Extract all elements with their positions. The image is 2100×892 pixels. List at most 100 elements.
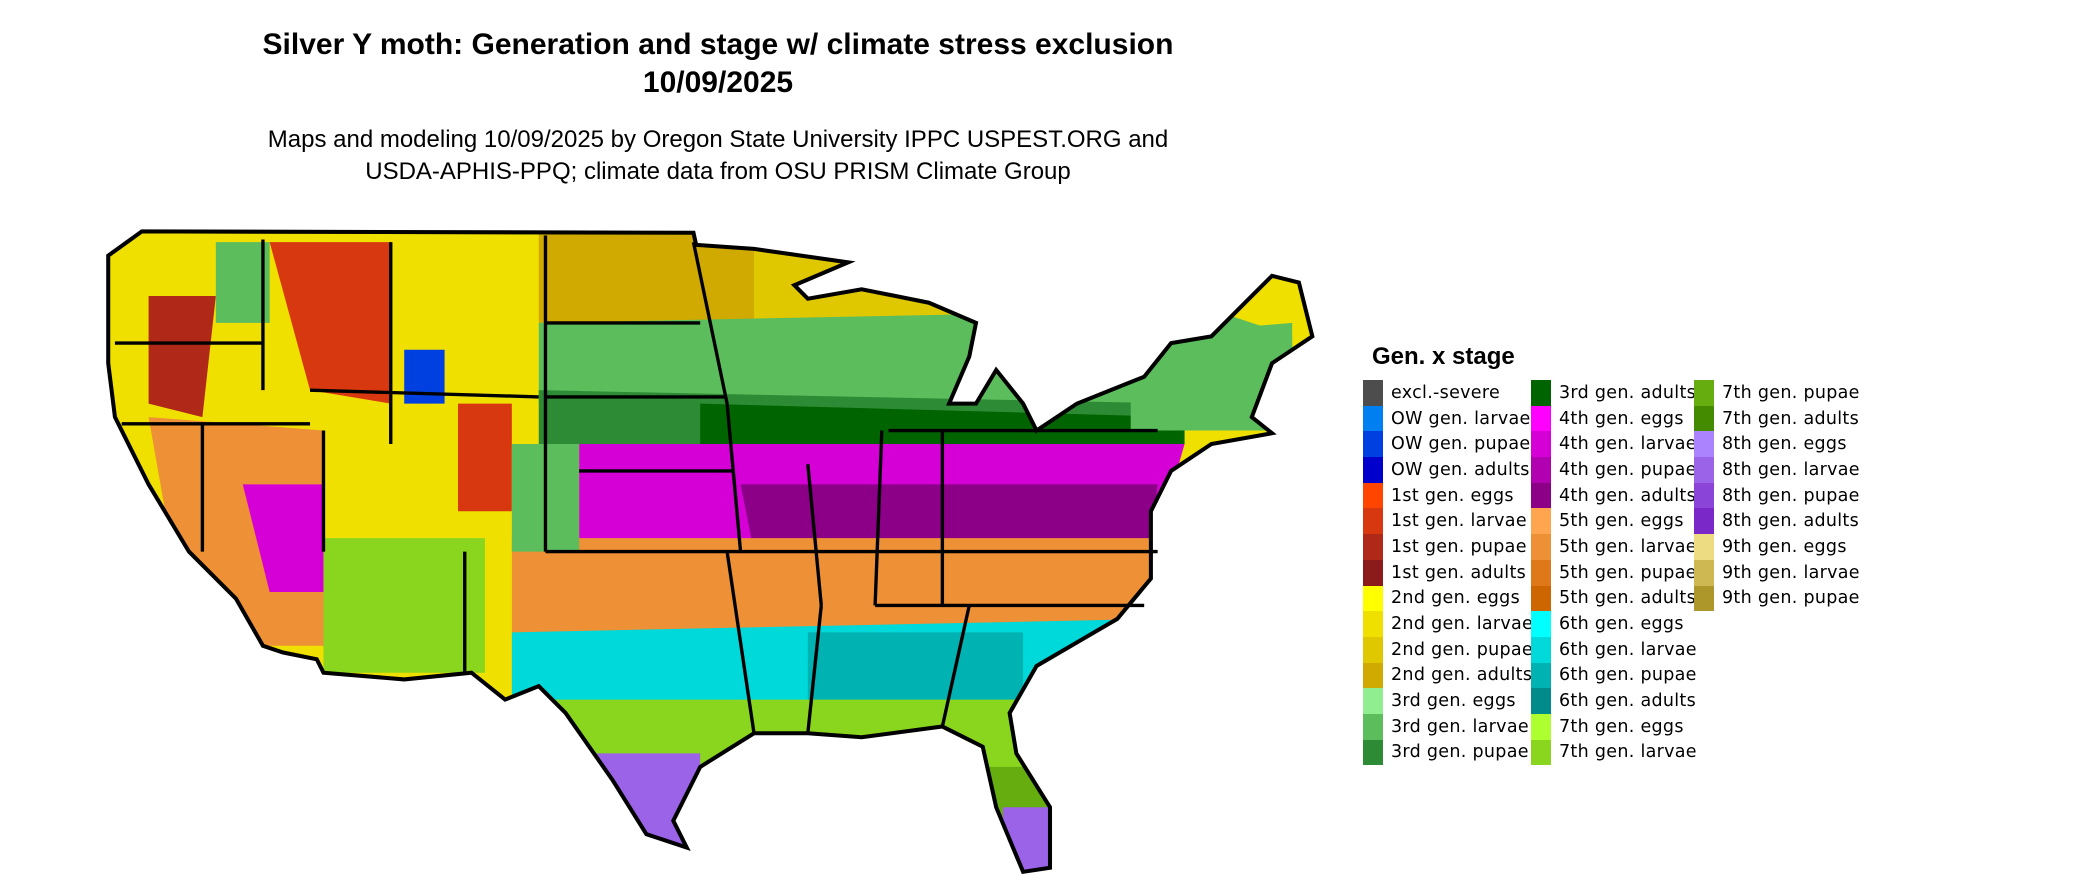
legend-swatch (1363, 662, 1383, 689)
legend-label: 9th gen. pupae (1722, 588, 1860, 609)
legend-label: 6th gen. pupae (1559, 665, 1697, 686)
legend-item: 6th gen. adults (1531, 688, 1697, 714)
legend-item: 3rd gen. eggs (1363, 688, 1533, 714)
legend-label: 3rd gen. pupae (1391, 742, 1529, 763)
map-title: Silver Y moth: Generation and stage w/ c… (0, 26, 1436, 102)
legend-item: 5th gen. eggs (1531, 508, 1697, 535)
legend-item: 4th gen. pupae (1531, 457, 1697, 483)
legend-item: 9th gen. pupae (1694, 585, 1860, 612)
legend-item: 5th gen. larvae (1531, 534, 1697, 560)
legend-swatch (1363, 380, 1383, 406)
legend-swatch (1363, 508, 1383, 535)
legend-label: 8th gen. pupae (1722, 485, 1860, 506)
legend-item: 3rd gen. pupae (1363, 739, 1533, 766)
legend-swatch (1531, 611, 1551, 637)
legend-item: 8th gen. eggs (1694, 431, 1860, 458)
legend-swatch (1363, 713, 1383, 740)
legend-label: 6th gen. larvae (1559, 639, 1697, 660)
legend-item: 6th gen. eggs (1531, 611, 1697, 637)
legend-item: OW gen. adults (1363, 457, 1533, 483)
map-subtitle: Maps and modeling 10/09/2025 by Oregon S… (0, 124, 1436, 188)
legend-label: 5th gen. pupae (1559, 562, 1697, 583)
legend-swatch (1531, 431, 1551, 458)
legend-title: Gen. x stage (1372, 343, 1515, 370)
legend-item: OW gen. pupae (1363, 431, 1533, 458)
legend-label: 7th gen. eggs (1559, 716, 1684, 737)
legend-label: 1st gen. pupae (1391, 536, 1527, 557)
legend-swatch (1363, 431, 1383, 458)
legend-swatch (1531, 636, 1551, 663)
legend-swatch (1531, 457, 1551, 483)
legend-swatch (1694, 457, 1714, 483)
legend-label: 9th gen. eggs (1722, 536, 1847, 557)
legend-label: OW gen. adults (1391, 459, 1530, 480)
legend-item: 7th gen. adults (1694, 405, 1860, 432)
legend-item: 4th gen. adults (1531, 482, 1697, 509)
legend-swatch (1531, 405, 1551, 432)
legend-item: OW gen. larvae (1363, 405, 1533, 432)
legend-item: 5th gen. pupae (1531, 559, 1697, 586)
legend-item: 7th gen. eggs (1531, 713, 1697, 740)
legend-swatch (1531, 713, 1551, 740)
legend-item: 1st gen. eggs (1363, 482, 1533, 509)
legend-item: 1st gen. pupae (1363, 534, 1533, 560)
legend-label: 3rd gen. eggs (1391, 691, 1516, 712)
legend-label: 1st gen. eggs (1391, 485, 1514, 506)
legend-swatch (1531, 688, 1551, 714)
legend-swatch (1531, 380, 1551, 406)
legend-item: 3rd gen. adults (1531, 380, 1697, 406)
legend-item: 1st gen. adults (1363, 559, 1533, 586)
legend-swatch (1694, 508, 1714, 535)
legend-swatch (1531, 662, 1551, 689)
legend-label: 7th gen. pupae (1722, 382, 1860, 403)
legend-swatch (1363, 534, 1383, 560)
legend-swatch (1694, 559, 1714, 586)
legend-label: 7th gen. adults (1722, 408, 1860, 429)
legend-swatch (1694, 431, 1714, 458)
legend-swatch (1363, 688, 1383, 714)
legend-item: 2nd gen. larvae (1363, 611, 1533, 637)
legend-swatch (1694, 534, 1714, 560)
legend-swatch (1531, 508, 1551, 535)
legend-label: 3rd gen. adults (1559, 382, 1697, 403)
legend-label: 4th gen. pupae (1559, 459, 1697, 480)
legend-swatch (1531, 559, 1551, 586)
legend-column-1: excl.-severe OW gen. larvae OW gen. pupae O… (1363, 380, 1533, 766)
legend-item: 7th gen. pupae (1694, 380, 1860, 406)
legend-label: 8th gen. adults (1722, 511, 1860, 532)
legend-swatch (1531, 534, 1551, 560)
legend-item: 2nd gen. pupae (1363, 636, 1533, 663)
legend-column-3: 7th gen. pupae 7th gen. adults 8th gen. eg… (1694, 380, 1860, 612)
legend-item: 8th gen. pupae (1694, 482, 1860, 509)
legend-label: 5th gen. eggs (1559, 511, 1684, 532)
legend-swatch (1694, 380, 1714, 406)
legend-swatch (1531, 739, 1551, 766)
legend-item: 9th gen. eggs (1694, 534, 1860, 560)
legend-swatch (1531, 482, 1551, 509)
legend-item: 2nd gen. eggs (1363, 585, 1533, 612)
legend-label: OW gen. larvae (1391, 408, 1531, 429)
legend-label: 4th gen. larvae (1559, 434, 1697, 455)
legend-swatch (1694, 405, 1714, 432)
legend-label: 8th gen. larvae (1722, 459, 1860, 480)
legend-item: 4th gen. larvae (1531, 431, 1697, 458)
legend-swatch (1363, 482, 1383, 509)
legend-item: 3rd gen. larvae (1363, 713, 1533, 740)
legend-label: 4th gen. adults (1559, 485, 1697, 506)
legend-label: excl.-severe (1391, 382, 1501, 403)
legend-item: 6th gen. pupae (1531, 662, 1697, 689)
legend-label: 6th gen. adults (1559, 691, 1697, 712)
legend-label: 9th gen. larvae (1722, 562, 1860, 583)
legend-item: 1st gen. larvae (1363, 508, 1533, 535)
map-subtitle-line1: Maps and modeling 10/09/2025 by Oregon S… (267, 126, 1169, 153)
legend-label: 3rd gen. larvae (1391, 716, 1529, 737)
legend-swatch (1363, 636, 1383, 663)
legend-swatch (1363, 585, 1383, 612)
legend-label: 7th gen. larvae (1559, 742, 1697, 763)
legend-label: 2nd gen. larvae (1391, 614, 1534, 635)
legend-swatch (1363, 405, 1383, 432)
map-title-line1: Silver Y moth: Generation and stage w/ c… (262, 28, 1174, 61)
legend-item: 5th gen. adults (1531, 585, 1697, 612)
legend-item: 2nd gen. adults (1363, 662, 1533, 689)
